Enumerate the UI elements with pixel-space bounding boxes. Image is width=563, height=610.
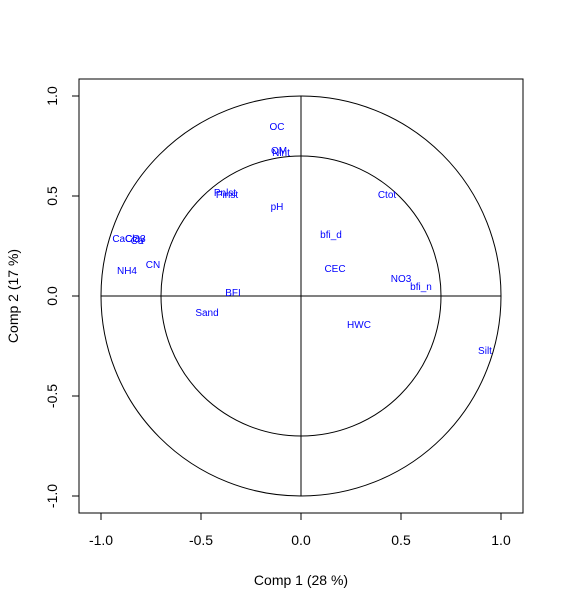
y-tick-label: -0.5 [44,384,60,408]
x-tick-label: 0.5 [391,532,411,548]
variable-label: Sand [195,308,218,319]
variable-label: bfi_d [320,230,342,241]
variable-label: Ctot [378,190,397,201]
y-axis-ticks: -1.0 -0.5 0.0 0.5 1.0 [44,86,79,508]
variable-label: Pinst [216,190,238,201]
y-axis-label: Comp 2 (17 %) [5,249,21,343]
y-tick-label: 1.0 [44,86,60,106]
x-tick-label: 1.0 [491,532,511,548]
x-axis-label: Comp 1 (28 %) [254,572,348,588]
variable-label: NO3 [391,274,412,285]
variable-label: HWC [347,320,371,331]
variable-label: pH [271,202,284,213]
variable-label: Silt [478,346,492,357]
y-tick-label: -1.0 [44,484,60,508]
variable-label: NH4 [117,266,137,277]
variable-label: CEC [324,264,345,275]
variable-label: OC [270,122,285,133]
variable-label: bfi_n [410,282,432,293]
x-tick-label: -1.0 [89,532,113,548]
variable-label: Nlnt [272,148,290,159]
variable-label: Ca [131,236,144,247]
x-axis-ticks: -1.0 -0.5 0.0 0.5 1.0 [89,513,511,548]
variable-label: CaCO3 [112,234,146,245]
center-axis-lines [101,96,501,496]
variable-label: Clay [125,234,145,245]
variable-label: Pnlst [214,188,236,199]
x-tick-label: 0.0 [291,532,311,548]
variable-label: BFI [225,288,241,299]
variable-label: CN [146,260,160,271]
variable-label: OM [271,146,287,157]
y-tick-label: 0.0 [44,286,60,306]
y-tick-label: 0.5 [44,186,60,206]
x-tick-label: -0.5 [189,532,213,548]
